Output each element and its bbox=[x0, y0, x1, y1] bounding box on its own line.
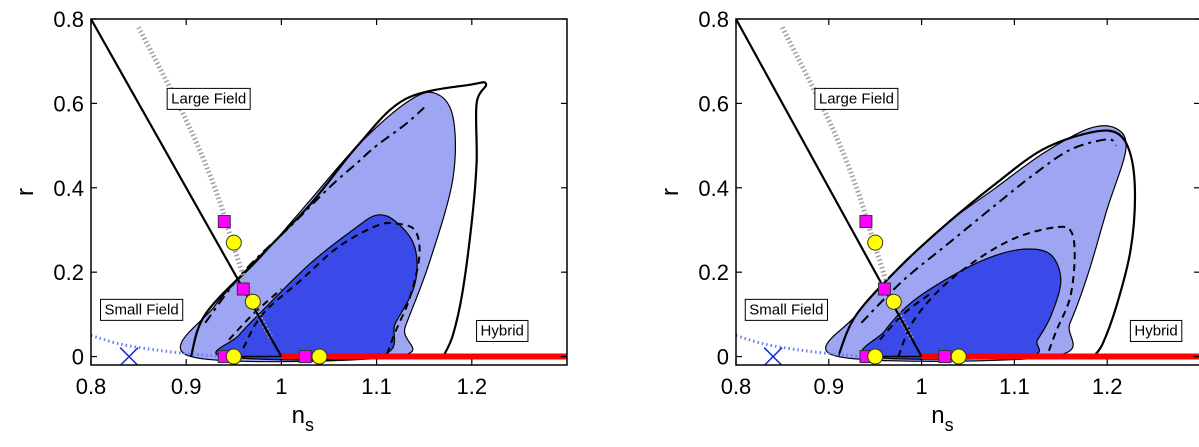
dashdot-outer-contour bbox=[860, 138, 1118, 324]
region-label-0: Large Field bbox=[819, 90, 894, 107]
plot-area bbox=[91, 19, 567, 365]
x-tick-label-4: 1.2 bbox=[1092, 374, 1123, 399]
y-tick-label-2: 0.4 bbox=[53, 176, 84, 201]
x-axis-label-main: n bbox=[931, 402, 944, 429]
plot-frame bbox=[90, 18, 568, 366]
solid-outer-contour bbox=[837, 129, 1137, 358]
plot-area bbox=[736, 19, 1199, 365]
region-label-1: Small Field bbox=[749, 301, 823, 318]
square-marker-1 bbox=[877, 282, 891, 296]
region-label-0: Large Field bbox=[171, 90, 246, 107]
x-tick-label-1: 0.9 bbox=[814, 374, 845, 399]
left-panel: Large Field Small Field Hybrid 0.8 0.9 1 1.1 1.… bbox=[12, 7, 568, 435]
large-field-dotted-curve bbox=[136, 26, 275, 341]
region-label-box-2 bbox=[476, 319, 529, 342]
y-tick-label-4: 0.8 bbox=[53, 7, 84, 32]
dashdot-outer-contour bbox=[204, 106, 425, 324]
x-axis-label-subscript: s bbox=[945, 415, 954, 435]
dashed-inner-contour bbox=[897, 225, 1076, 357]
x-tick-label-4: 1.2 bbox=[457, 374, 488, 399]
square-marker-0 bbox=[859, 215, 873, 229]
x-axis-label: ns bbox=[292, 402, 314, 435]
circle-marker-1 bbox=[885, 293, 902, 310]
x-tick-label-0: 0.8 bbox=[721, 374, 752, 399]
dashed-inner-contour-2 bbox=[228, 288, 283, 341]
region-label-box-0 bbox=[814, 87, 899, 110]
circle-marker-0 bbox=[867, 234, 884, 251]
small-field-dotted-curve bbox=[91, 334, 225, 359]
square-marker-1 bbox=[236, 282, 250, 296]
x-tick-label-3: 1.1 bbox=[361, 374, 392, 399]
square-marker-3 bbox=[938, 350, 952, 364]
dashed-inner-contour-2 bbox=[879, 292, 932, 341]
square-marker-0 bbox=[217, 215, 231, 229]
plot-frame bbox=[735, 18, 1199, 366]
region-label-1: Small Field bbox=[105, 301, 179, 318]
region-label-box-0 bbox=[166, 87, 251, 110]
x-tick-label-2: 1 bbox=[275, 374, 287, 399]
circle-marker-1 bbox=[244, 293, 261, 310]
solid-outer-contour bbox=[189, 81, 488, 358]
x-axis-label-subscript: s bbox=[305, 415, 314, 435]
y-axis-label: r bbox=[12, 188, 39, 196]
y-tick-label-3: 0.6 bbox=[698, 91, 729, 116]
x-axis-label: ns bbox=[931, 402, 953, 435]
square-marker-3 bbox=[298, 350, 312, 364]
inner-confidence-region bbox=[215, 214, 418, 361]
region-label-box-2 bbox=[1129, 319, 1183, 342]
cross-marker-0 bbox=[119, 347, 139, 365]
cross-marker-0 bbox=[763, 347, 783, 365]
region-label-box-1 bbox=[100, 298, 184, 321]
small-field-dotted-curve bbox=[736, 334, 867, 359]
x-tick-label-2: 1 bbox=[915, 374, 927, 399]
y-tick-label-2: 0.4 bbox=[698, 176, 729, 201]
y-tick-label-1: 0.2 bbox=[53, 260, 84, 285]
circle-marker-2 bbox=[867, 348, 884, 365]
region-label-2: Hybrid bbox=[481, 322, 524, 339]
y-tick-label-0: 0 bbox=[72, 345, 84, 370]
right-panel: Large Field Small Field Hybrid 0.8 0.9 1 1.1 1.… bbox=[657, 7, 1199, 435]
x-axis-label-main: n bbox=[292, 402, 305, 429]
y-tick-label-3: 0.6 bbox=[53, 91, 84, 116]
circle-marker-3 bbox=[311, 348, 328, 365]
x-tick-label-3: 1.1 bbox=[999, 374, 1030, 399]
circle-marker-2 bbox=[225, 348, 242, 365]
y-tick-label-0: 0 bbox=[717, 345, 729, 370]
y-axis-label: r bbox=[657, 188, 684, 196]
dashed-inner-contour bbox=[242, 221, 421, 357]
x-tick-label-1: 0.9 bbox=[171, 374, 202, 399]
region-label-2: Hybrid bbox=[1134, 322, 1177, 339]
y-tick-label-4: 0.8 bbox=[698, 7, 729, 32]
y-tick-label-1: 0.2 bbox=[698, 260, 729, 285]
circle-marker-3 bbox=[950, 348, 967, 365]
region-label-box-1 bbox=[744, 298, 828, 321]
inner-confidence-region bbox=[861, 248, 1062, 360]
circle-marker-0 bbox=[225, 234, 242, 251]
x-tick-label-0: 0.8 bbox=[76, 374, 107, 399]
